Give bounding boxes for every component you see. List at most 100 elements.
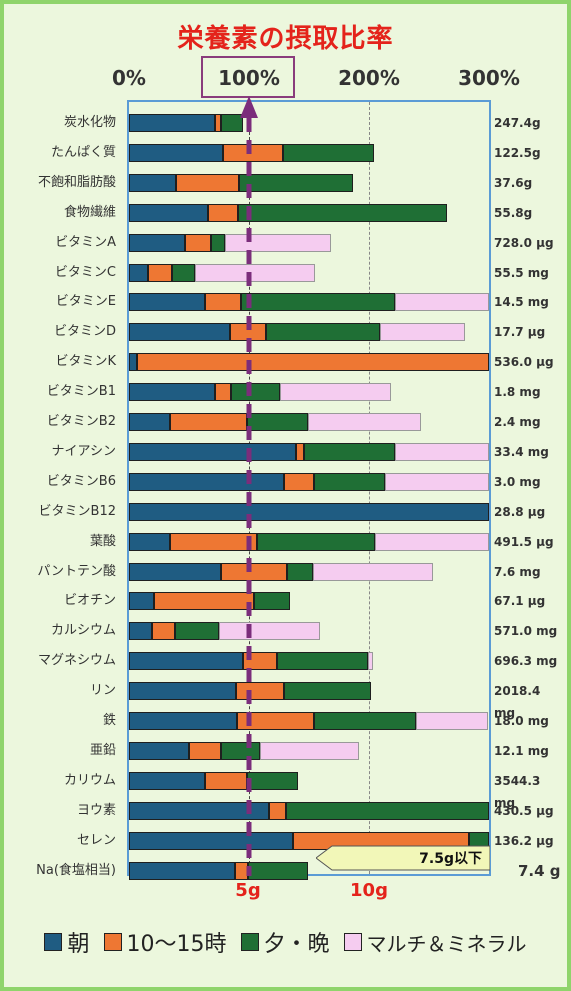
category-label: ビオチン [63, 593, 116, 609]
legend-item-morning: 朝 [44, 926, 90, 958]
bar-segment [151, 622, 175, 641]
bar-segment [129, 502, 489, 521]
category-label: マグネシウム [37, 653, 116, 669]
bar-segment [169, 532, 258, 551]
amount-label: 1.8 mg [494, 385, 541, 400]
bar-segment [287, 562, 313, 581]
category-label: ビタミンC [54, 264, 116, 280]
bar-segment [304, 442, 396, 461]
amount-label: 536.0 μg [494, 355, 554, 370]
bar-segment [129, 622, 152, 641]
bar-segment [219, 622, 320, 641]
legend-label-midday: 10～15時 [126, 932, 227, 957]
bar-segment [379, 323, 465, 342]
legend-swatch-morning [44, 933, 63, 951]
category-label: 不飽和脂肪酸 [37, 174, 116, 190]
bar-segment [215, 383, 231, 402]
bar-segment [257, 532, 375, 551]
amount-label: 55.5 mg [494, 265, 549, 280]
bar-segment [240, 293, 396, 312]
bar-segment [129, 263, 149, 282]
bar-segment [129, 741, 189, 760]
bar-segment [243, 652, 277, 671]
category-label: ビタミンK [55, 354, 116, 370]
bar-segment [189, 741, 222, 760]
amount-label: 55.8g [494, 205, 533, 220]
bar-segment [129, 532, 170, 551]
bar-segment [204, 293, 241, 312]
category-label: パントテン酸 [37, 563, 116, 579]
bar-segment [313, 712, 416, 730]
bar-segment [395, 442, 489, 461]
category-label: ビタミンB6 [46, 473, 116, 489]
bar-segment [129, 143, 223, 162]
bar-segment [265, 323, 380, 342]
amount-label: 7.6 mg [494, 564, 541, 579]
bar-segment [129, 293, 205, 312]
bar-segment [259, 741, 360, 760]
bar-segment [231, 383, 281, 402]
amount-label: 7.4 g [518, 861, 561, 880]
bar-segment [283, 472, 314, 491]
bar-segment [129, 413, 170, 431]
amount-label: 136.2 μg [494, 833, 554, 848]
bar-segment [129, 861, 235, 880]
bar-segment [286, 801, 489, 820]
bar-segment [238, 203, 447, 222]
salt-limit-callout: 7.5g以下 [316, 844, 490, 872]
bar-segment [225, 233, 331, 252]
amount-label: 67.1 μg [494, 594, 546, 609]
category-label: Na(食塩相当) [36, 862, 116, 878]
amount-label: 17.7 μg [494, 325, 546, 340]
bar-segment [210, 233, 225, 252]
category-label: たんぱく質 [50, 144, 116, 160]
bar-segment [415, 712, 488, 730]
callout-text: 7.5g以下 [419, 851, 482, 867]
bar-segment [129, 682, 236, 701]
unit-marker-5g: 5g [235, 880, 261, 901]
callout-arrow-shape [316, 845, 490, 871]
bar-segment [276, 652, 368, 671]
legend-item-supplement: マルチ＆ミネラル [343, 928, 527, 957]
category-label: 鉄 [102, 713, 116, 728]
bar-segment [237, 712, 314, 730]
bar-segment [129, 771, 205, 790]
amount-label: 728.0 μg [494, 235, 554, 250]
bar-segment [253, 592, 290, 611]
legend-swatch-supplement [343, 933, 362, 951]
bar-segment [129, 831, 294, 850]
bar-segment [129, 801, 270, 820]
bar-segment [129, 592, 155, 611]
bar-segment [221, 114, 243, 132]
bar-segment [129, 562, 222, 581]
bar-segment [246, 771, 299, 790]
bar-segment [312, 562, 433, 581]
legend-item-evening: 夕・晩 [240, 926, 330, 958]
plot-area [127, 100, 491, 876]
x-tick-label: 0% [112, 66, 146, 90]
bar-segment [384, 472, 489, 491]
bar-segment [129, 472, 284, 491]
amount-label: 122.5g [494, 145, 541, 160]
legend-label-morning: 朝 [67, 932, 90, 957]
category-label: ナイアシン [51, 443, 116, 459]
category-label: ビタミンB1 [46, 384, 116, 400]
amount-label: 3544.3 mg [494, 773, 541, 810]
amount-label: 28.8 μg [494, 504, 546, 519]
amount-label: 696.3 mg [494, 654, 558, 669]
bar-segment [215, 114, 222, 132]
legend-swatch-evening [240, 933, 259, 951]
bar-segment [234, 861, 248, 880]
bar-segment [246, 413, 308, 431]
legend-label-evening: 夕・晩 [263, 932, 330, 957]
chart-title: 栄養素の摂取比率 [177, 24, 394, 54]
bar-segment [221, 741, 260, 760]
bar-segment [235, 682, 284, 701]
category-label: ビタミンD [53, 324, 116, 340]
bar-segment [154, 592, 254, 611]
bar-segment [129, 233, 186, 252]
bar-segment [137, 353, 489, 372]
legend-label-supplement: マルチ＆ミネラル [366, 931, 527, 956]
bar-segment [129, 353, 138, 372]
unit-marker-10g: 10g [350, 880, 388, 901]
